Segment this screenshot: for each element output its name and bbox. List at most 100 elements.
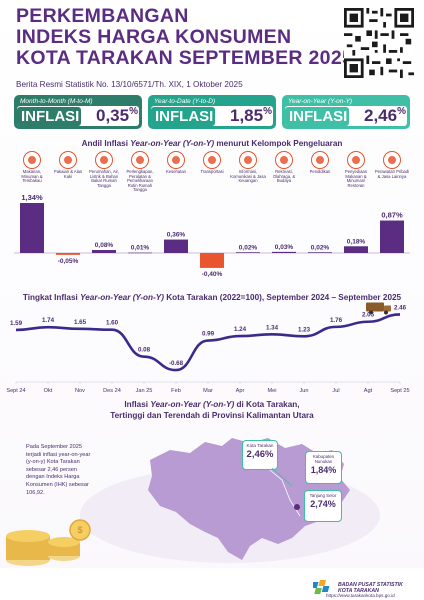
card-value: 2,46%	[364, 106, 406, 126]
bar-value-label: 0,36%	[167, 232, 186, 239]
line-value-label: 1.59	[10, 320, 23, 327]
map-title-line-1: Inflasi Year-on-Year (Y-on-Y) di Kota Ta…	[0, 399, 424, 410]
line-chart-title-pre: Tingkat Inflasi	[22, 293, 81, 302]
line-chart-title: Tingkat Inflasi Year-on-Year (Y-on-Y) Ko…	[0, 293, 424, 302]
line-value-label: -0.68	[169, 360, 184, 367]
bar	[128, 252, 152, 254]
bar-category-label: Perlengkapan, Peralatan & Pemeliharaan R…	[126, 169, 154, 193]
bar-category-label: Penyediaan Makanan & Minuman/ Restoran	[344, 169, 368, 188]
bar-chart: 1,34% -0,05% 0,08% 0,01% 0,36% -0,40% 0,02% 0,0…	[14, 193, 410, 278]
card-year-to-date: Year-to-Date (Y-to-D) INFLASI 1,85%	[148, 95, 276, 129]
line-x-tick-label: Sept 25	[390, 388, 409, 394]
card-label: Month-to-Month (M-to-M)	[20, 98, 93, 105]
line-series	[15, 313, 401, 372]
card-label: Year-on-Year (Y-on-Y)	[288, 98, 353, 105]
education-icon	[311, 151, 329, 169]
line-chart: 1.59 Sept 24 1.74 Okt 1.65 Nov 1.60 Des 24 0.08 J…	[6, 302, 410, 394]
line-value-label: 2.46	[394, 304, 407, 311]
bar-value-label: 0,02%	[239, 244, 258, 251]
bar-value-label: 1,34%	[21, 193, 43, 202]
map-title-post: di Kota Tarakan,	[234, 400, 300, 409]
callout-tarakan-pointer	[271, 468, 293, 487]
callout-value: 1,84%	[310, 465, 337, 475]
map-note-line: terjadi inflasi year-on-year	[26, 451, 91, 458]
line-x-tick-label: Mar	[203, 388, 213, 394]
line-x-tick-label: Jun	[299, 388, 308, 394]
bar-category-label: Makanan, Minuman & Tembakau	[21, 169, 43, 184]
line-value-label: 1.65	[74, 319, 87, 326]
map-title-italic: Year-on-Year (Y-on-Y)	[150, 400, 235, 409]
callout-tanjung-selor: Tanjung Selor 2,74%	[304, 490, 342, 522]
truck-icon	[366, 302, 391, 315]
card-value: 1,85%	[230, 106, 272, 126]
food-icon	[23, 151, 41, 169]
bar-category-label: Informasi, Komunikasi & Jasa Keuangan	[230, 169, 266, 184]
footer	[0, 568, 424, 600]
line-value-label: 1.60	[106, 320, 119, 327]
card-inflasi-bg	[151, 107, 215, 126]
bar	[56, 253, 80, 255]
bps-url-link[interactable]: https://www.tarakankota.bps.go.id	[326, 593, 395, 598]
bps-org-name: BADAN PUSAT STATISTIK KOTA TARAKAN	[338, 582, 403, 594]
card-word: INFLASI	[21, 108, 80, 125]
bar	[236, 252, 260, 253]
bar	[20, 203, 44, 253]
tarakan-marker	[294, 504, 300, 510]
card-value-unit: %	[129, 106, 138, 117]
line-value-label: 0.99	[202, 331, 215, 338]
callout-name: Tanjung Selor	[309, 493, 337, 498]
line-value-label: 1.34	[266, 324, 279, 331]
bar-category-label: Perumahan, Air, Listrik & Bahan Bakar Ru…	[89, 169, 119, 188]
line-x-tick-label: Apr	[236, 388, 245, 394]
recreation-icon	[275, 151, 293, 169]
bar-value-label: 0,18%	[347, 238, 366, 245]
page-title: PERKEMBANGAN INDEKS HARGA KONSUMEN KOTA …	[16, 5, 353, 69]
bar-category-label: Perawatan Pribadi & Jasa Lainnya	[374, 169, 410, 179]
card-value-number: 2,46	[364, 106, 398, 125]
health-icon	[167, 151, 185, 169]
svg-text:$: $	[77, 525, 82, 535]
bar-category-label: Pendidikan	[309, 169, 331, 174]
title-line-2: INDEKS HARGA KONSUMEN	[16, 26, 292, 48]
qr-code-icon[interactable]	[344, 8, 414, 78]
line-chart-title-post: Kota Tarakan (2022=100), September 2024 …	[163, 293, 402, 302]
line-x-tick-label: Agt	[364, 388, 373, 394]
line-x-tick-label: Feb	[171, 388, 181, 394]
bar	[308, 252, 332, 253]
line-value-label: 1.74	[42, 317, 55, 324]
coins-icon: $	[6, 519, 91, 566]
restaurant-icon	[347, 151, 365, 169]
card-value-unit: %	[263, 106, 272, 117]
communication-icon	[239, 151, 257, 169]
bar-value-label: 0,03%	[275, 244, 294, 251]
line-x-tick-label: Okt	[44, 388, 53, 394]
card-month-to-month: Month-to-Month (M-to-M) INFLASI 0,35%	[14, 95, 142, 129]
card-value-number: 0,35	[96, 106, 130, 125]
card-word: INFLASI	[289, 108, 348, 125]
house-icon	[95, 151, 113, 169]
line-x-tick-label: Sept 24	[6, 388, 25, 394]
card-year-on-year: Year-on-Year (Y-on-Y) INFLASI 2,46%	[282, 95, 410, 129]
line-value-label: 2.05	[362, 312, 375, 319]
callout-nunukan: Kabupaten Nunukan 1,84%	[305, 451, 342, 484]
bar-category-label: Kesehatan	[165, 169, 187, 174]
card-inflasi-bg	[285, 107, 349, 126]
card-label: Year-to-Date (Y-to-D)	[154, 98, 216, 105]
bar-value-label: 0,87%	[381, 211, 403, 220]
bar-value-label: 0,02%	[311, 244, 330, 251]
bar-chart-title-pre: Andil Inflasi	[81, 139, 131, 148]
title-line-1: PERKEMBANGAN	[16, 5, 189, 27]
callout-value: 2,46%	[246, 449, 274, 460]
map-title-line-2: Tertinggi dan Terendah di Provinsi Kalim…	[110, 411, 314, 420]
bar-category-label: Rekreasi, Olahraga, & Budaya	[272, 169, 296, 184]
clothing-icon	[59, 151, 77, 169]
callout-name: Kabupaten Nunukan	[312, 454, 335, 464]
bar-chart-title: Andil Inflasi Year-on-Year (Y-on-Y) menu…	[0, 139, 424, 148]
bar-chart-title-post: menurut Kelompok Pengeluaran	[214, 139, 343, 148]
bar-value-label: 0,08%	[95, 242, 114, 249]
line-value-label: 1.76	[330, 317, 343, 324]
line-x-tick-label: Mei	[267, 388, 276, 394]
bar-value-label: -0,05%	[58, 258, 79, 265]
bar-chart-title-italic: Year-on-Year (Y-on-Y)	[130, 139, 215, 148]
callout-value: 2,74%	[310, 499, 336, 509]
